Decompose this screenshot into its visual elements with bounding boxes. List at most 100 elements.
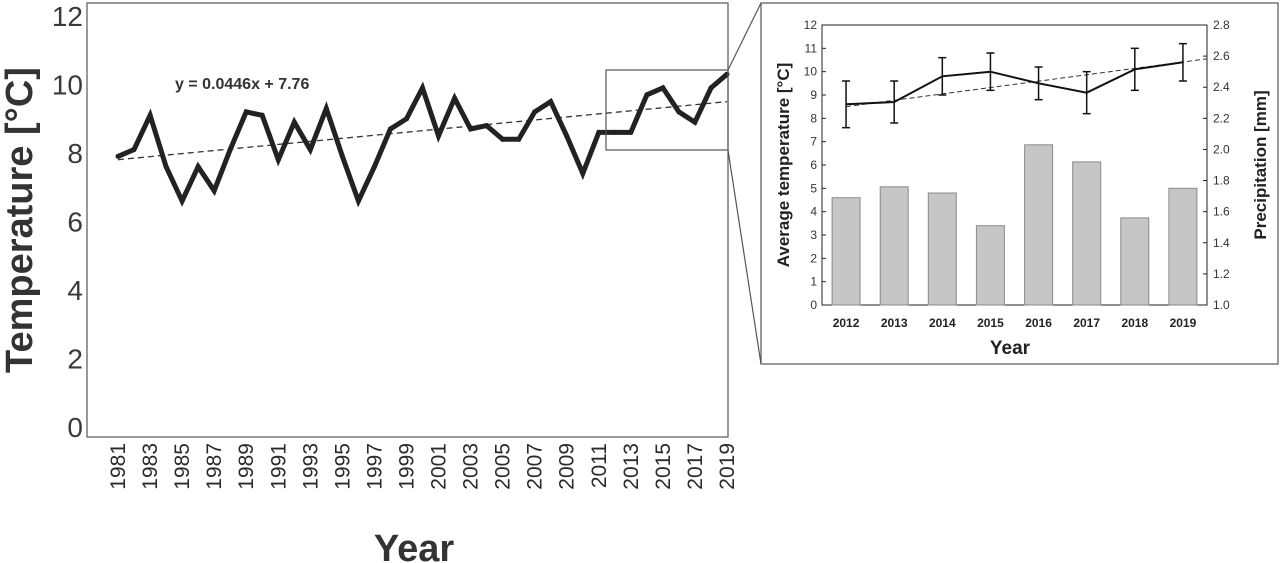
main-data-point	[468, 126, 474, 132]
main-trendline	[117, 100, 728, 161]
inset-left-tick-label: 4	[810, 205, 817, 219]
inset-right-tick-label: 1.4	[1213, 236, 1230, 250]
inset-x-tick-label: 2018	[1121, 316, 1148, 330]
main-x-tick-label: 2015	[652, 443, 675, 490]
inset-y2-axis-title: Precipitation [mm]	[1251, 90, 1270, 239]
trend-equation: y = 0.0446x + 7.76	[175, 76, 309, 93]
inset-precipitation-bars	[831, 144, 1198, 306]
zoom-connector-bottom	[727, 149, 762, 365]
main-x-tick-label: 2017	[684, 443, 707, 490]
inset-x-tick-labels: 2012 2013 2014 2015 2016 2017 2018 2019	[833, 316, 1197, 330]
main-data-point	[548, 99, 554, 105]
main-y-tick-label: 10	[52, 70, 83, 101]
main-data-point	[484, 123, 490, 129]
inset-x-tick-label: 2013	[881, 316, 908, 330]
main-data-point	[147, 112, 153, 118]
main-data-point	[676, 109, 682, 115]
main-x-tick-label: 2011	[588, 443, 611, 488]
main-y-tick-label: 2	[67, 344, 83, 375]
inset-bar	[831, 197, 861, 306]
main-y-tick-labels: 0 2 4 6 8 10 12	[52, 1, 83, 443]
main-x-tick-label: 1987	[203, 443, 226, 490]
inset-x-tick-label: 2015	[977, 316, 1004, 330]
inset-left-tick-label: 2	[810, 251, 817, 265]
main-x-tick-label: 2005	[492, 443, 515, 490]
inset-bar	[1024, 144, 1054, 306]
inset-temperature-line	[846, 61, 1184, 106]
inset-left-tick-label: 0	[810, 298, 817, 312]
inset-left-tick-label: 9	[810, 88, 817, 102]
main-data-point	[243, 109, 249, 115]
inset-bar	[1120, 217, 1150, 306]
main-data-point	[404, 116, 409, 122]
inset-x-tick-label: 2014	[929, 316, 956, 330]
main-data-point	[195, 164, 201, 170]
main-data-point	[628, 129, 634, 135]
main-x-tick-label: 1981	[107, 443, 130, 490]
main-y-tick-label: 4	[67, 275, 83, 306]
main-data-point	[227, 147, 233, 153]
inset-left-tick-label: 11	[805, 41, 818, 55]
main-data-point	[163, 164, 169, 170]
main-data-point	[564, 133, 570, 139]
inset-left-tick-label: 10	[804, 65, 818, 79]
inset-outer-frame	[760, 2, 1279, 365]
main-x-tick-label: 1993	[299, 443, 322, 490]
inset-left-tick-label: 6	[810, 158, 817, 172]
inset-bar	[1072, 161, 1102, 306]
main-x-tick-label: 2001	[428, 443, 451, 490]
inset-x-tick-label: 2012	[833, 316, 860, 330]
inset-right-tick-label: 1.8	[1213, 174, 1230, 188]
main-data-point	[516, 136, 522, 142]
inset-trendline	[845, 58, 1208, 108]
main-x-tick-label: 2019	[716, 443, 739, 490]
main-data-point	[339, 153, 345, 159]
inset-right-tick-label: 2.6	[1213, 49, 1230, 63]
main-data-point	[259, 112, 265, 118]
main-x-tick-label: 1985	[171, 443, 194, 490]
main-x-axis-title: Year	[374, 528, 455, 563]
main-x-tick-label: 2003	[460, 443, 483, 490]
inset-right-tick-label: 1.6	[1213, 205, 1230, 219]
main-data-point	[323, 106, 329, 111]
main-y-tick-label: 8	[67, 138, 83, 169]
main-x-tick-label: 1991	[267, 443, 290, 490]
main-data-point	[580, 171, 586, 176]
main-x-tick-label: 2007	[524, 443, 547, 490]
main-plot-frame	[86, 2, 729, 438]
main-data-point	[371, 164, 377, 170]
main-y-tick-label: 12	[52, 1, 83, 32]
main-x-tick-label: 1997	[363, 443, 386, 490]
main-data-point	[436, 133, 441, 139]
main-y-axis-title: Temperature [°C]	[0, 67, 41, 373]
inset-bar	[879, 186, 909, 306]
main-y-tick-label: 6	[67, 207, 83, 238]
main-data-point	[275, 157, 281, 163]
main-series-line	[117, 72, 729, 208]
main-data-point	[692, 119, 698, 125]
main-data-point	[179, 198, 185, 204]
main-data-point	[724, 71, 730, 77]
inset-right-tick-label: 2.4	[1213, 80, 1230, 94]
inset-left-tick-label: 12	[804, 18, 818, 32]
main-x-tick-label: 1999	[395, 443, 418, 490]
inset-right-tick-label: 2.8	[1213, 18, 1230, 32]
main-data-point	[291, 119, 297, 125]
main-data-point	[115, 153, 121, 159]
zoom-box	[605, 69, 729, 151]
inset-left-tick-label: 8	[810, 111, 817, 125]
main-data-point	[644, 92, 650, 98]
main-data-point	[612, 129, 618, 135]
inset-left-tick-label: 5	[810, 181, 817, 195]
main-data-point	[387, 126, 393, 132]
inset-left-tick-label: 3	[810, 228, 817, 242]
main-x-tick-label: 2009	[556, 443, 579, 490]
main-y-tick-label: 0	[67, 412, 83, 443]
main-data-point	[452, 95, 458, 101]
inset-right-y-ticks: 1.0 1.2 1.4 1.6 1.8 2.0 2.2 2.4 2.6 2.8	[1203, 18, 1230, 312]
main-data-point	[596, 129, 602, 135]
inset-right-tick-label: 1.2	[1213, 267, 1230, 281]
